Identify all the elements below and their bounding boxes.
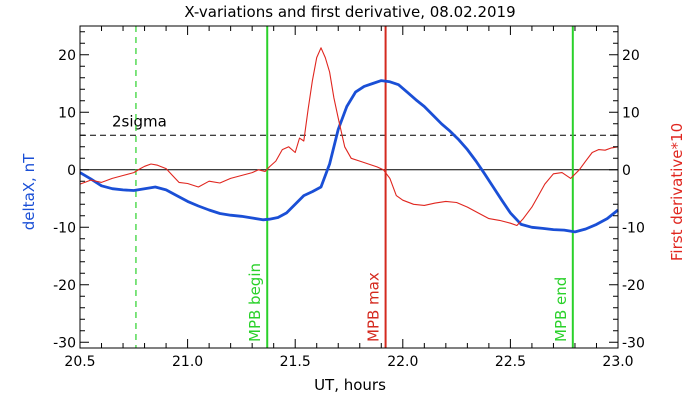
y-tick-label-left: -10 <box>53 220 76 236</box>
y-tick-label-left: -30 <box>53 335 76 351</box>
y-tick-label-right: 0 <box>622 163 631 179</box>
x-tick-label: 22.0 <box>387 354 418 370</box>
y-tick-label-left: 10 <box>58 105 76 121</box>
reference-label-mpb-begin: MPB begin <box>246 263 264 342</box>
y-axis-label-right: First derivative*10 <box>668 123 686 261</box>
y-axis-label-left: deltaX, nT <box>20 153 38 230</box>
y-tick-label-right: -10 <box>622 220 645 236</box>
series-line-deltax-nt <box>79 79 619 234</box>
y-tick-label-right: -30 <box>622 335 645 351</box>
chart-title: X-variations and first derivative, 08.02… <box>184 3 515 21</box>
plot-area: 2sigma MPB begin MPB max MPB end 20.5 21.0 21.… <box>53 25 645 370</box>
y-tick-label-left: 20 <box>58 48 76 64</box>
x-tick-label: 20.5 <box>64 354 95 370</box>
x-tick-label: 22.5 <box>495 354 526 370</box>
y-tick-label-left: 0 <box>67 163 76 179</box>
series-line-first-derivative-10 <box>79 47 619 227</box>
y-tick-label-left: -20 <box>53 278 76 294</box>
y-tick-label-right: 20 <box>622 48 640 64</box>
plot-frame <box>79 25 619 349</box>
reference-label-2sigma: 2sigma <box>112 112 167 130</box>
x-tick-label: 21.0 <box>172 354 203 370</box>
y-tick-label-right: 10 <box>622 105 640 121</box>
y-tick-label-right: -20 <box>622 278 645 294</box>
x-axis-label: UT, hours <box>314 376 386 394</box>
x-tick-label: 23.0 <box>602 354 633 370</box>
x-tick-label: 21.5 <box>280 354 311 370</box>
reference-label-mpb-end: MPB end <box>552 277 570 342</box>
reference-label-mpb-max: MPB max <box>365 272 383 342</box>
